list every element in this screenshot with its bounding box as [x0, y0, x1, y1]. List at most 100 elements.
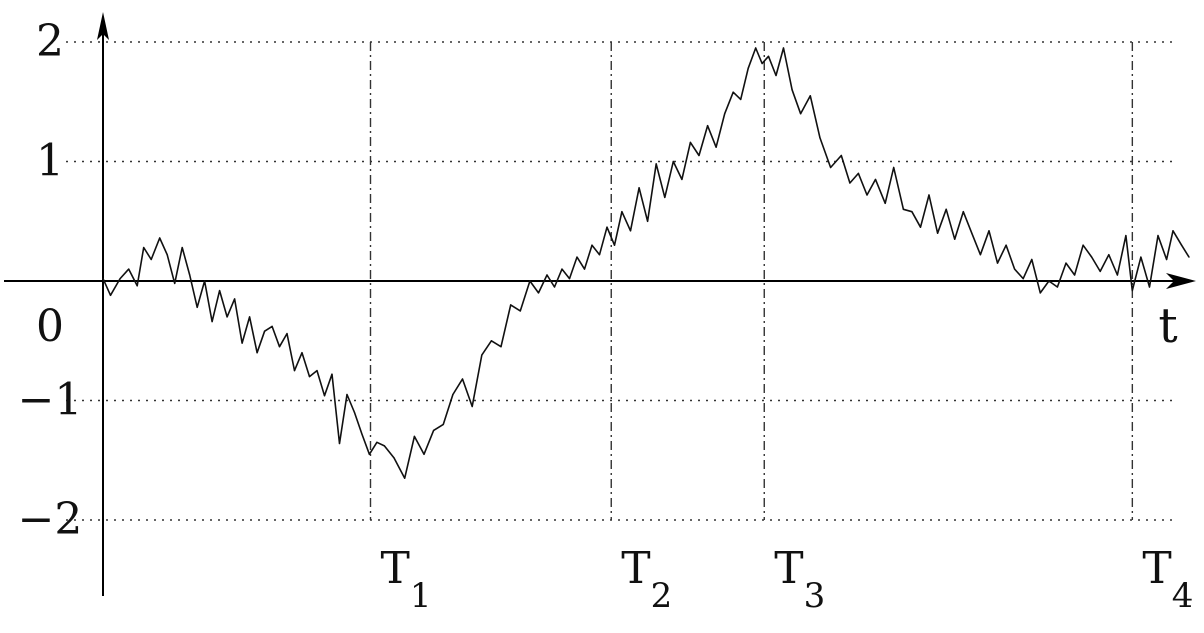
data-point: [1116, 274, 1118, 276]
y-axis-arrow-icon: [97, 12, 109, 40]
data-point: [791, 89, 793, 91]
data-point: [278, 346, 281, 348]
gridlines: [66, 41, 1178, 521]
axes: [4, 12, 1196, 596]
data-point: [433, 429, 435, 431]
data-point: [553, 286, 556, 288]
data-point: [166, 254, 168, 256]
data-point: [1039, 292, 1041, 294]
data-point: [583, 268, 586, 270]
data-point: [954, 238, 956, 240]
data-point: [271, 325, 273, 328]
data-point: [1073, 274, 1076, 276]
marker-label-main: T: [1142, 543, 1171, 594]
data-point: [376, 441, 378, 443]
data-point: [945, 208, 947, 210]
data-point: [638, 187, 640, 189]
marker-label-T2: T2: [621, 543, 672, 616]
y-tick-label: −1: [18, 375, 83, 426]
marker-label-T3: T3: [774, 543, 825, 616]
data-point: [606, 226, 608, 228]
data-point: [928, 194, 930, 196]
marker-label-T4: T4: [1142, 543, 1193, 616]
data-point: [698, 154, 700, 157]
data-point: [316, 370, 318, 372]
data-point: [1157, 234, 1159, 237]
data-point: [1014, 268, 1016, 270]
data-point: [136, 285, 138, 287]
data-point: [241, 342, 243, 344]
data-point: [361, 433, 363, 435]
data-point: [1148, 286, 1151, 288]
data-point: [568, 278, 571, 280]
y-tick-label: 2: [36, 16, 64, 67]
marker-label-T1: T1: [381, 543, 432, 616]
data-point: [1031, 258, 1033, 261]
data-point: [849, 182, 851, 184]
data-point: [219, 289, 221, 292]
data-point: [681, 178, 683, 181]
marker-label-main: T: [381, 543, 410, 594]
data-point: [689, 141, 692, 143]
data-point: [546, 274, 548, 276]
data-point: [537, 292, 540, 294]
data-point: [256, 352, 258, 354]
data-point: [150, 258, 152, 261]
data-point: [1172, 230, 1174, 232]
marker-label-sub: 1: [410, 576, 432, 616]
data-point: [461, 378, 464, 380]
data-point: [830, 166, 832, 169]
data-point: [732, 91, 734, 93]
data-point: [747, 67, 749, 69]
y-tick-label: −2: [18, 494, 83, 545]
data-point: [1056, 286, 1059, 288]
data-point: [740, 98, 742, 100]
y-tick-label: 0: [36, 301, 64, 352]
marker-label-main: T: [621, 543, 650, 594]
data-point: [1065, 262, 1067, 264]
data-point: [672, 160, 674, 163]
marker-lines: [369, 42, 1134, 520]
data-point: [109, 294, 112, 296]
data-point: [1022, 278, 1024, 280]
data-point: [706, 125, 709, 127]
data-point: [471, 405, 473, 408]
data-point: [629, 230, 632, 232]
data-point: [613, 244, 616, 246]
data-point: [519, 310, 521, 312]
data-point: [234, 298, 236, 300]
data-point: [996, 262, 999, 264]
data-point: [323, 395, 326, 397]
data-point: [189, 274, 191, 276]
data-point: [338, 442, 341, 445]
data-point: [1108, 254, 1110, 256]
data-point: [782, 47, 785, 49]
data-point: [119, 278, 121, 280]
data-point: [1091, 256, 1093, 258]
data-point: [884, 202, 886, 204]
data-point: [800, 113, 802, 115]
data-point: [102, 278, 104, 280]
data-point: [413, 435, 415, 437]
data-point: [819, 137, 821, 139]
data-point: [761, 62, 763, 65]
data-point: [1165, 258, 1168, 261]
data-point: [226, 316, 228, 318]
data-point: [1140, 256, 1142, 258]
data-point: [767, 55, 770, 57]
data-point: [621, 211, 623, 213]
marker-label-main: T: [774, 543, 803, 594]
data-point: [510, 304, 512, 306]
data-point: [775, 74, 777, 77]
data-point: [919, 226, 922, 228]
data-point: [809, 95, 811, 97]
marker-label-sub: 4: [1172, 576, 1194, 616]
data-point: [452, 393, 454, 396]
data-point: [128, 268, 130, 270]
data-point: [1125, 234, 1127, 237]
data-point: [988, 230, 990, 232]
marker-label-sub: 3: [804, 576, 826, 616]
x-axis-label: t: [1158, 298, 1177, 354]
